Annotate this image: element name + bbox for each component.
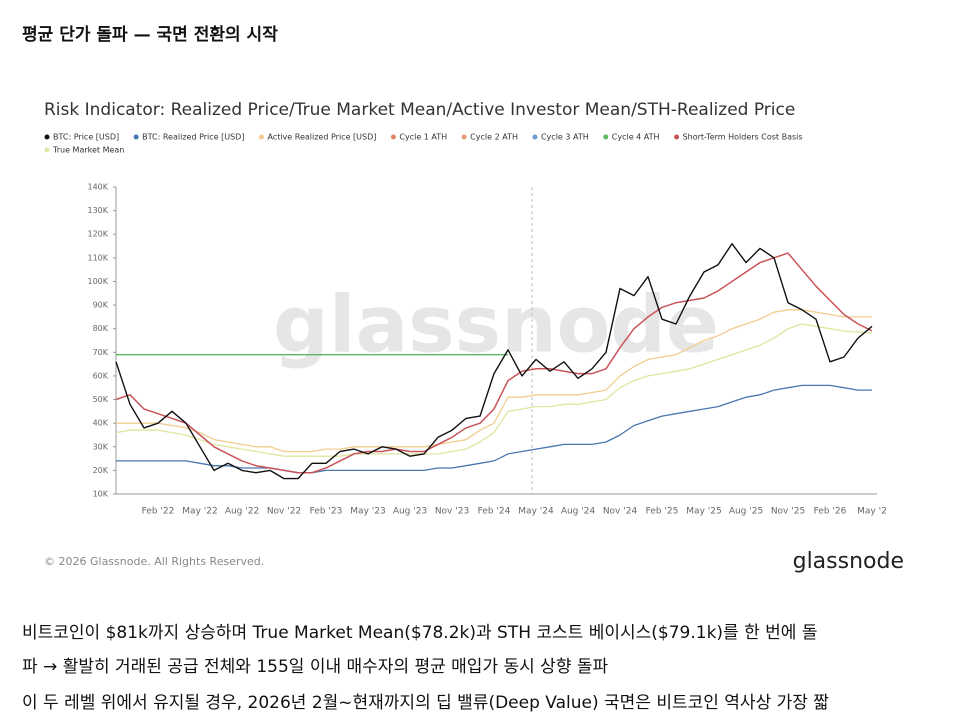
x-tick-label: Aug '23 xyxy=(393,507,427,517)
y-tick-label: 130K xyxy=(87,206,108,215)
legend-swatch xyxy=(390,134,396,140)
legend-label: Short-Term Holders Cost Basis xyxy=(683,133,803,142)
legend-label: BTC: Price [USD] xyxy=(53,133,119,142)
series-line xyxy=(115,323,873,457)
y-tick-label: 90K xyxy=(93,301,109,310)
x-tick-label: May '22 xyxy=(182,507,217,517)
y-tick-label: 50K xyxy=(93,395,109,404)
x-tick-label: Nov '23 xyxy=(435,507,469,517)
legend-label: Cycle 3 ATH xyxy=(541,133,589,142)
legend-swatch xyxy=(532,134,538,140)
page-title: 평균 단가 돌파 — 국면 전환의 시작 xyxy=(22,25,278,45)
legend-swatch xyxy=(44,134,50,140)
copyright: © 2026 Glassnode. All Rights Reserved. xyxy=(44,555,264,568)
x-tick-label: Nov '24 xyxy=(603,507,638,517)
x-tick-label: Nov '25 xyxy=(771,507,805,517)
y-tick-label: 40K xyxy=(93,419,109,428)
x-tick-label: Nov '22 xyxy=(267,507,301,517)
legend-label: Cycle 2 ATH xyxy=(470,133,518,142)
x-tick-label: Feb '23 xyxy=(310,507,343,517)
series-line xyxy=(116,384,872,474)
y-tick-label: 140K xyxy=(87,183,108,192)
paragraph: 이 두 레벨 위에서 유지될 경우, 2026년 2월~현재까지의 딥 밸류(D… xyxy=(22,693,829,713)
series-line xyxy=(115,243,873,480)
x-tick-label: May '2 xyxy=(857,507,887,517)
legend-swatch xyxy=(603,134,609,140)
y-tick-label: 120K xyxy=(87,230,108,239)
x-tick-label: Aug '25 xyxy=(729,507,763,517)
x-tick-label: May '24 xyxy=(518,507,554,517)
paragraph: 비트코인이 $81k까지 상승하며 True Market Mean($78.2… xyxy=(22,623,817,643)
y-tick-label: 110K xyxy=(87,253,108,262)
x-tick-label: Aug '24 xyxy=(561,507,596,517)
x-tick-label: Feb '25 xyxy=(646,507,679,517)
y-tick-label: 100K xyxy=(87,277,108,286)
x-tick-label: Feb '22 xyxy=(142,507,175,517)
y-tick-label: 30K xyxy=(93,442,109,451)
y-tick-label: 80K xyxy=(93,324,109,333)
watermark: glassnode xyxy=(273,280,719,370)
chart-title: Risk Indicator: Realized Price/True Mark… xyxy=(44,100,795,120)
legend-swatch xyxy=(258,134,264,140)
legend-label: Cycle 1 ATH xyxy=(399,133,447,142)
paragraph: 파 → 활발히 거래된 공급 전체와 155일 이내 매수자의 평균 매입가 동… xyxy=(22,657,609,677)
x-tick-label: Feb '24 xyxy=(478,507,511,517)
legend-label: BTC: Realized Price [USD] xyxy=(142,133,244,142)
legend-label: Active Realized Price [USD] xyxy=(267,133,376,142)
legend-swatch xyxy=(44,147,50,153)
legend-swatch xyxy=(674,134,680,140)
x-tick-label: Feb '26 xyxy=(814,507,847,517)
legend-swatch xyxy=(461,134,467,140)
series-line xyxy=(115,252,873,474)
x-tick-label: May '23 xyxy=(350,507,385,517)
x-tick-label: Aug '22 xyxy=(225,507,259,517)
legend-label: Cycle 4 ATH xyxy=(612,133,660,142)
legend-label: True Market Mean xyxy=(52,146,124,155)
series-line xyxy=(116,309,872,453)
y-tick-label: 10K xyxy=(93,490,109,499)
y-tick-label: 70K xyxy=(93,348,109,357)
y-tick-label: 20K xyxy=(93,466,109,475)
y-tick-label: 60K xyxy=(93,371,109,380)
legend-swatch xyxy=(133,134,139,140)
x-tick-label: May '25 xyxy=(686,507,721,517)
logo: glassnode xyxy=(793,549,904,574)
